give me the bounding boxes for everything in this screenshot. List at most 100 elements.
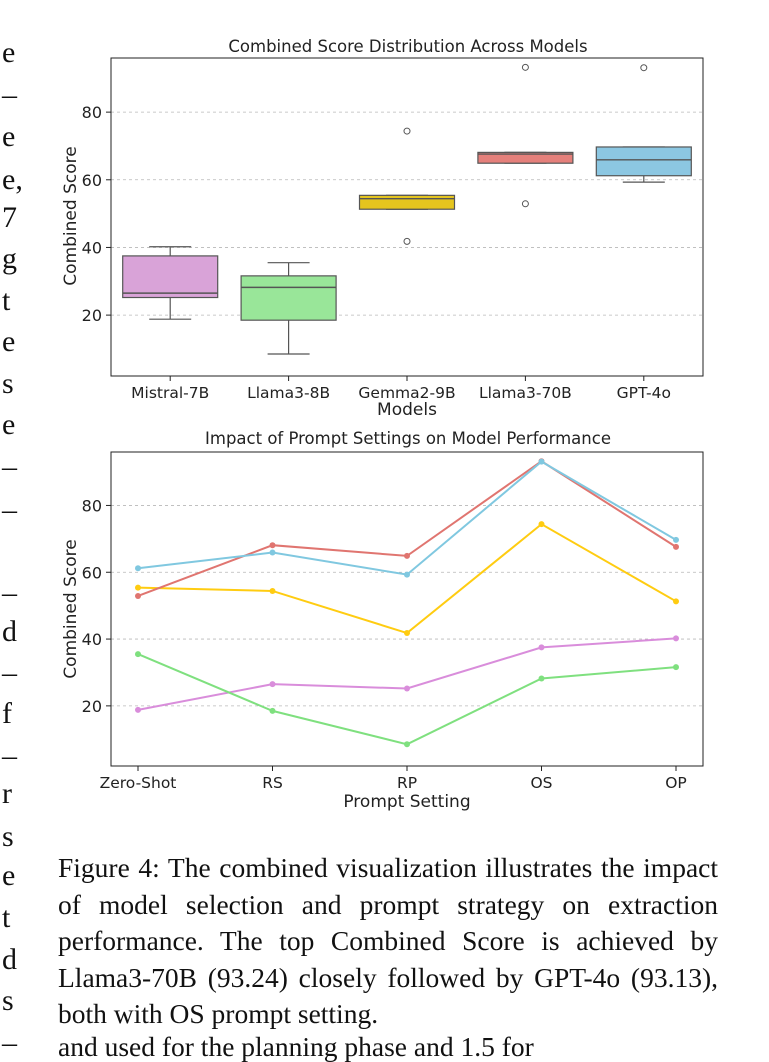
line-chart-ylabel: Combined Score <box>61 539 81 678</box>
series-point <box>404 741 410 748</box>
series-point <box>404 571 410 578</box>
box-Gemma2-9B <box>358 127 456 245</box>
series-point <box>538 675 545 682</box>
series-point <box>673 536 679 543</box>
left-fragment: – <box>2 739 17 772</box>
outlier-point <box>640 64 648 72</box>
line-chart-grid <box>111 505 703 707</box>
x-tick-label: OS <box>530 774 552 792</box>
box-chart-xlabel: Models <box>377 400 437 420</box>
y-tick-label: 60 <box>82 563 102 582</box>
left-fragment: – <box>2 576 17 609</box>
series-point <box>269 542 276 549</box>
left-fragment: – <box>2 1026 17 1059</box>
left-fragment: s <box>2 984 14 1017</box>
x-tick-label: Llama3-8B <box>247 384 330 402</box>
box-chart-marks <box>122 63 692 355</box>
series-point <box>135 651 141 658</box>
line-chart-title: Impact of Prompt Settings on Model Perfo… <box>205 429 611 448</box>
box-body <box>595 146 692 177</box>
series-point <box>269 681 276 688</box>
y-tick-label: 80 <box>82 496 102 515</box>
series-line <box>135 458 679 578</box>
y-tick-label: 40 <box>82 630 102 649</box>
series-point <box>538 458 545 465</box>
left-fragment: t <box>2 284 11 317</box>
outlier-point <box>403 237 411 245</box>
left-fragment: e <box>2 36 16 69</box>
y-tick-label: 40 <box>82 238 102 257</box>
left-fragment: s <box>2 820 14 853</box>
outlier-point <box>521 200 529 208</box>
left-fragment: e <box>2 859 16 892</box>
left-fragment: – <box>2 656 17 689</box>
box-Llama3-70B <box>477 63 574 208</box>
y-tick-label: 80 <box>82 103 102 122</box>
series-point <box>135 565 141 572</box>
left-fragment: e <box>2 325 16 358</box>
left-fragment: t <box>2 901 11 934</box>
x-tick-label: Gemma2-9B <box>358 384 455 402</box>
x-tick-label: Llama3-70B <box>479 384 572 402</box>
x-tick-label: RP <box>397 774 417 792</box>
box-body <box>240 275 337 321</box>
box-chart: Combined Score Distribution Across Model… <box>61 37 704 420</box>
series-path <box>137 522 677 635</box>
left-fragment: d <box>2 615 17 648</box>
box-body <box>477 151 574 164</box>
left-fragment: r <box>2 777 12 810</box>
x-tick-label: GPT-4o <box>617 384 671 402</box>
left-fragment: e <box>2 408 16 441</box>
series-point <box>269 549 276 556</box>
x-tick-label: Mistral-7B <box>131 384 209 402</box>
series-path <box>137 653 677 746</box>
y-tick-label: 20 <box>82 306 102 325</box>
series-point <box>673 598 679 605</box>
y-tick-label: 20 <box>82 697 102 716</box>
line-chart: Impact of Prompt Settings on Model Perfo… <box>61 429 704 812</box>
left-fragment: e, <box>2 163 23 196</box>
box-chart-x-ticks: Mistral-7B Llama3-8B Gemma2-9B Llama3-70B GP… <box>131 376 671 402</box>
series-point <box>538 644 545 651</box>
box-chart-y-ticks: 20 40 60 80 <box>82 103 111 325</box>
series-point <box>135 706 141 713</box>
line-chart-frame <box>110 451 704 767</box>
box-chart-title: Combined Score Distribution Across Model… <box>228 37 587 56</box>
next-paragraph-cut: and used for the planning phase and 1.5 … <box>58 1031 534 1062</box>
series-point <box>673 664 679 671</box>
series-point <box>404 685 410 692</box>
left-fragment: – <box>2 78 17 111</box>
line-chart-x-ticks: Zero-Shot RS RP OS OP <box>100 766 687 792</box>
left-fragment: – <box>2 493 17 526</box>
series-point <box>673 543 679 550</box>
outlier-point <box>403 127 411 135</box>
outlier-point <box>521 63 529 71</box>
left-fragment: d <box>2 943 17 976</box>
left-fragment: – <box>2 450 17 483</box>
box-chart-grid <box>111 111 703 316</box>
series-line <box>135 521 679 637</box>
series-point <box>404 552 410 559</box>
x-tick-label: RS <box>262 774 283 792</box>
y-tick-label: 60 <box>82 171 102 190</box>
left-fragment: g <box>2 242 17 275</box>
left-fragment: 7 <box>2 201 17 234</box>
series-point <box>404 630 410 637</box>
series-point <box>269 587 276 594</box>
line-chart-y-ticks: 20 40 60 80 <box>82 496 111 716</box>
series-point <box>538 521 545 528</box>
box-chart-frame <box>110 57 704 377</box>
left-fragment: e <box>2 120 16 153</box>
left-fragment: s <box>2 367 14 400</box>
series-point <box>135 592 141 599</box>
series-line <box>135 458 679 599</box>
box-body <box>358 194 456 210</box>
box-GPT-4o <box>595 64 692 183</box>
box-body <box>122 255 219 299</box>
series-line <box>135 651 679 748</box>
left-fragment: f <box>2 697 12 730</box>
x-tick-label: Zero-Shot <box>100 774 177 792</box>
figure-caption: Figure 4: The combined visualization ill… <box>58 852 718 1029</box>
box-Llama3-8B <box>240 262 337 355</box>
series-point <box>673 635 679 642</box>
